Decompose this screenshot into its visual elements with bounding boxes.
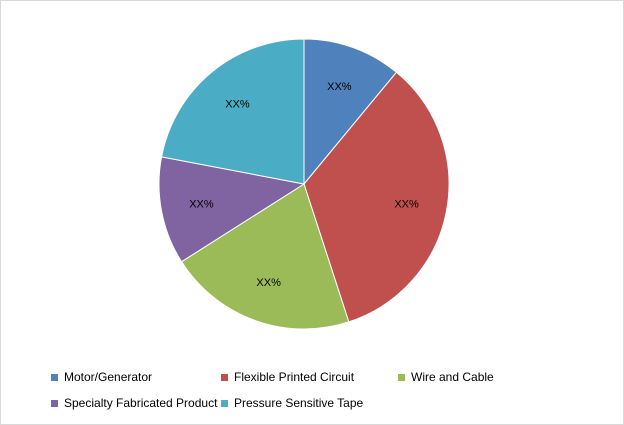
legend-swatch [221,373,228,381]
pie-slices [158,38,450,330]
pie-data-labels: XX% XX% XX% XX% XX% [189,81,419,289]
pie-slice-specialty-fabricated-product [158,156,306,263]
data-label: XX% [394,199,419,211]
legend-item-motor-generator: Motor/Generator [51,370,152,384]
legend-label: Pressure Sensitive Tape [234,396,364,410]
legend: Motor/Generator Flexible Printed Circuit W… [51,370,591,418]
pie-slice-pressure-sensitive-tape [160,38,305,185]
legend-label: Wire and Cable [411,370,494,384]
legend-label: Motor/Generator [64,370,153,384]
pie-chart: XX% XX% XX% XX% XX% [158,38,450,330]
legend-swatch [51,373,58,381]
legend-swatch [221,399,228,407]
legend-swatch [398,373,405,381]
legend-item-specialty-fabricated-product: Specialty Fabricated Product [51,396,217,410]
legend-label: Flexible Printed Circuit [234,370,355,384]
data-label: XX% [327,81,352,93]
legend-item-flexible-printed-circuit: Flexible Printed Circuit [221,370,354,384]
legend-item-pressure-sensitive-tape: Pressure Sensitive Tape [221,396,363,410]
legend-swatch [51,399,58,407]
legend-item-wire-and-cable: Wire and Cable [398,370,494,384]
data-label: XX% [225,99,250,111]
legend-label: Specialty Fabricated Product [64,396,218,410]
data-label: XX% [189,199,214,211]
pie-slice-flexible-printed-circuit [303,71,450,323]
data-label: XX% [256,277,281,289]
pie-slice-wire-and-cable [180,183,350,330]
pie-slice-motor-generator [303,38,398,186]
